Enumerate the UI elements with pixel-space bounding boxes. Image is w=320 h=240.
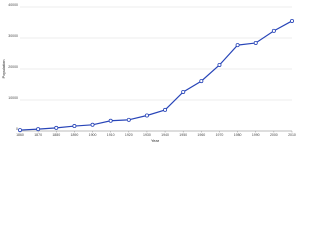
data-point [289, 18, 294, 23]
x-tick-label: 1890 [71, 133, 79, 137]
x-tick-label: 1880 [52, 133, 60, 137]
x-tick-label: 1980 [234, 133, 242, 137]
data-point [90, 122, 95, 127]
data-point [126, 117, 131, 122]
x-tick-label: 1860 [16, 133, 24, 137]
x-tick-label: 1900 [89, 133, 97, 137]
y-tick-label: 10000 [8, 96, 18, 100]
x-tick-label: 1950 [179, 133, 187, 137]
x-tick-label: 1930 [143, 133, 151, 137]
x-tick-label: 1910 [107, 133, 115, 137]
data-point [217, 62, 222, 67]
x-tick-label: 2000 [270, 133, 278, 137]
data-point [163, 107, 168, 112]
data-point [36, 127, 41, 132]
data-point [17, 128, 22, 133]
data-point [199, 79, 204, 84]
y-tick-label: 40000 [8, 3, 18, 7]
data-line [19, 20, 293, 131]
data-point [72, 124, 77, 129]
y-tick-label: 20000 [8, 65, 18, 69]
x-tick-label: 1940 [161, 133, 169, 137]
data-point [235, 43, 240, 48]
data-point [144, 113, 149, 118]
x-tick-label: 2010 [288, 133, 296, 137]
page: {"chart_data": {"type": "line", "x_label… [1, 2, 296, 144]
y-tick-label: 0 [16, 127, 18, 131]
x-tick-label: 1990 [252, 133, 260, 137]
data-point [271, 28, 276, 33]
x-tick-label: 1960 [197, 133, 205, 137]
data-point [108, 118, 113, 123]
x-tick-label: 1970 [216, 133, 224, 137]
y-axis-title: Population [1, 60, 6, 79]
chart: Year Population 0 10000 20000 30000 40000 186… [1, 3, 296, 143]
data-point [54, 125, 59, 130]
y-tick-label: 30000 [8, 34, 18, 38]
x-tick-label: 1920 [125, 133, 133, 137]
data-point [253, 40, 258, 45]
data-point [181, 89, 186, 94]
x-axis-title: Year [151, 138, 160, 143]
x-tick-label: 1870 [34, 133, 42, 137]
